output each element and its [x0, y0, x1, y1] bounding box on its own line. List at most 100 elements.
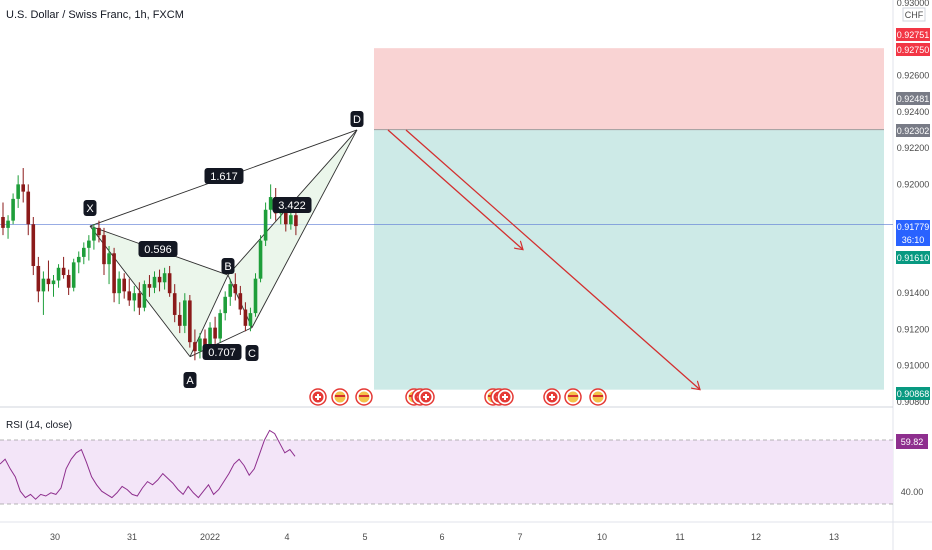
- candle-body: [51, 280, 56, 285]
- time-tick-label: 5: [362, 532, 367, 542]
- price-tag-text: 0.90868: [897, 389, 930, 399]
- ratio-label-xd-bg: [204, 168, 244, 184]
- price-tag-bg: [896, 28, 930, 41]
- price-tag-bg: [896, 251, 930, 264]
- price-tick-label: 0.91000: [897, 361, 930, 371]
- event-icon[interactable]: [589, 388, 607, 406]
- candle-body: [142, 284, 147, 308]
- price-tag: 36:10: [896, 233, 930, 246]
- point-label-d-bg: [350, 111, 364, 127]
- candle-body: [243, 309, 248, 326]
- target-arrow[interactable]: [405, 129, 700, 390]
- economic-events[interactable]: [309, 388, 607, 406]
- candle-body: [6, 220, 10, 228]
- event-cross-v: [504, 394, 506, 400]
- price-tag: 0.92751: [896, 28, 930, 41]
- event-icon[interactable]: [417, 388, 435, 406]
- point-label-b-text: B: [224, 261, 231, 273]
- short-arrow[interactable]: [387, 129, 523, 250]
- trend-arrows[interactable]: [387, 129, 700, 390]
- currency-label: CHF: [902, 7, 926, 22]
- price-tick-label: 0.91400: [897, 288, 930, 298]
- candle-body: [122, 278, 126, 292]
- event-icon[interactable]: [496, 388, 514, 406]
- candle-body: [36, 265, 41, 292]
- event-icon[interactable]: [331, 388, 349, 406]
- candle-body: [268, 197, 273, 210]
- event-icon[interactable]: [543, 388, 561, 406]
- event-icon[interactable]: [355, 388, 373, 406]
- candle-body: [248, 313, 253, 326]
- ratio-label-xd: 1.617: [204, 168, 244, 184]
- candle-body: [258, 240, 263, 279]
- pattern-labels: X A B C D 1.617 0.596 0.707 3.422: [83, 111, 364, 388]
- candle-body: [213, 327, 217, 339]
- point-label-b: B: [221, 258, 235, 274]
- candle-body: [167, 273, 172, 294]
- ratio-label-bd-bg: [272, 197, 312, 213]
- price-tick-label: 0.92400: [897, 107, 930, 117]
- ratio-label-xb-text: 0.596: [144, 244, 172, 256]
- rsi-value-tag: 59.82: [896, 434, 928, 449]
- price-tick-label: 0.90800: [897, 397, 930, 407]
- pattern-leg-xa: [89, 225, 191, 357]
- time-tick-label: 12: [751, 532, 761, 542]
- point-label-d-text: D: [353, 114, 361, 126]
- pattern-leg-cd: [251, 129, 358, 328]
- price-tag: 0.92481: [896, 92, 930, 105]
- price-tag: 0.90868: [896, 387, 930, 400]
- candle-body: [183, 300, 187, 326]
- candle-body: [198, 338, 202, 352]
- candle-body: [46, 278, 51, 285]
- candle-body: [87, 240, 91, 248]
- time-tick-label: 2022: [200, 532, 220, 542]
- price-axis[interactable]: 0.93000 0.92600 0.92400 0.92200 0.92000 0.914…: [897, 0, 930, 407]
- candlestick-series: [1, 168, 298, 361]
- price-tick-label: 0.92000: [897, 179, 930, 189]
- candle-body: [76, 256, 81, 263]
- event-icon[interactable]: [309, 388, 327, 406]
- stop-loss-zone[interactable]: [374, 48, 884, 130]
- take-profit-zone[interactable]: [374, 129, 884, 390]
- candle-body: [112, 253, 116, 294]
- candle-body: [41, 278, 46, 292]
- event-flag-stripe: [593, 395, 603, 397]
- price-tag-bg: [896, 220, 930, 233]
- candle-body: [294, 215, 298, 227]
- price-tag: 0.92302: [896, 124, 930, 137]
- candle-body: [56, 267, 61, 281]
- candle-body: [289, 215, 293, 225]
- rsi-band: [0, 440, 893, 504]
- candle-body: [263, 209, 268, 241]
- point-label-a: A: [183, 372, 197, 388]
- time-axis[interactable]: 30 31 2022 4 5 6 7 10 11 12 13: [50, 532, 839, 542]
- rsi-value-bg: [896, 434, 928, 449]
- price-tag-text: 36:10: [902, 235, 925, 245]
- event-flag-stripe: [568, 395, 578, 397]
- event-cross-v: [425, 394, 427, 400]
- price-tag-bg: [896, 387, 930, 400]
- candle-body: [16, 184, 20, 199]
- event-flag-stripe: [359, 395, 369, 397]
- price-tag: 0.91779: [896, 220, 930, 233]
- point-label-x-text: X: [86, 203, 94, 215]
- event-icon[interactable]: [564, 388, 582, 406]
- point-label-x-bg: [83, 200, 97, 216]
- event-flag-stripe: [335, 395, 345, 397]
- price-tag-bg: [896, 43, 930, 56]
- candle-body: [162, 273, 167, 283]
- candle-body: [92, 227, 96, 241]
- point-label-c-bg: [245, 345, 259, 361]
- candle-body: [284, 206, 288, 225]
- candle-body: [97, 227, 101, 236]
- time-tick-label: 30: [50, 532, 60, 542]
- price-tag-bg: [896, 92, 930, 105]
- candle-body: [223, 296, 227, 314]
- ratio-label-bd: 3.422: [272, 197, 312, 213]
- ratio-label-xb-bg: [138, 241, 178, 257]
- price-tick-label: 0.93000: [897, 0, 930, 8]
- candle-body: [132, 293, 137, 301]
- rsi-value-text: 59.82: [901, 437, 924, 447]
- time-tick-label: 6: [439, 532, 444, 542]
